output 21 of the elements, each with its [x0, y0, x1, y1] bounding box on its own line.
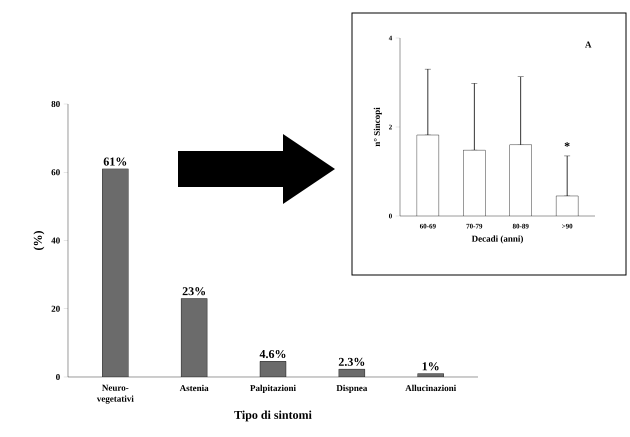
y-axis-title: (%) — [33, 231, 44, 250]
data-label: 4.6% — [260, 350, 286, 358]
x-tick-label: Allucinazioni — [405, 384, 456, 392]
y-tick-label: 60 — [52, 169, 60, 176]
x-axis-title: Decadi (anni) — [472, 235, 523, 244]
y-tick-label: 20 — [52, 306, 60, 312]
x-tick-label: Palpitazioni — [250, 384, 296, 393]
data-label: 23% — [182, 287, 206, 296]
x-tick-label: Dispnea — [336, 384, 368, 393]
data-label: 1% — [422, 362, 439, 370]
y-tick-label: 80 — [51, 100, 60, 108]
annotation: * — [564, 142, 570, 147]
data-label: 61% — [104, 157, 126, 166]
y-tick-label: 0 — [56, 374, 60, 380]
x-tick-label: Astenia — [180, 384, 209, 392]
data-label: 2.3% — [338, 358, 364, 366]
y-axis-title: n° Sincopi — [374, 107, 382, 146]
y-tick-label: 40 — [51, 237, 60, 244]
x-axis-title: Tipo di sintomi — [234, 410, 312, 422]
annotation: A — [585, 42, 592, 48]
x-tick-label: Neuro-vegetativi — [96, 384, 134, 404]
